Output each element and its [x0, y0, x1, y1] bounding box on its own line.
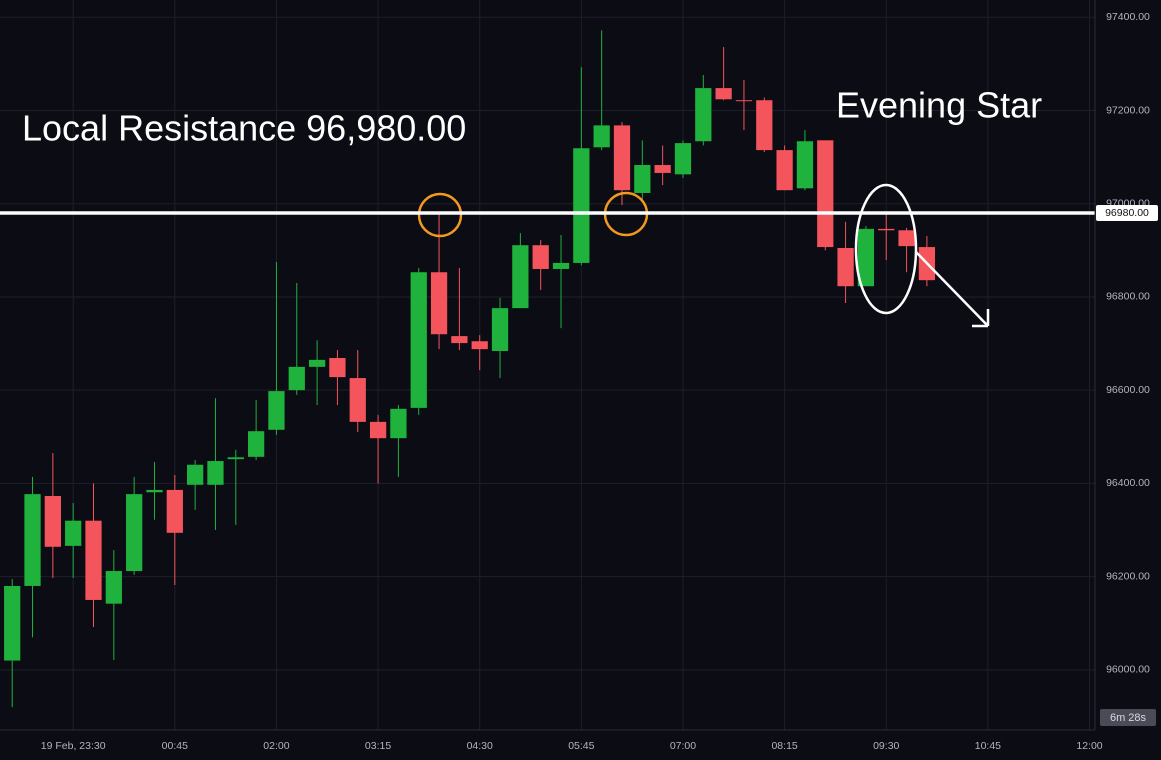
candle-body: [552, 262, 570, 269]
candle-body: [491, 308, 509, 352]
y-tick-label: 97400.00: [1106, 11, 1150, 23]
candle-body: [512, 245, 529, 309]
countdown-box: [1100, 709, 1156, 726]
candle-body: [227, 457, 244, 460]
candle-body: [126, 494, 143, 572]
candle-body: [593, 125, 610, 148]
candle-body: [146, 489, 163, 493]
candle-body: [369, 421, 387, 439]
x-tick-label: 08:15: [771, 740, 797, 752]
candle-body: [268, 391, 285, 430]
x-tick-label: 07:00: [670, 740, 696, 752]
candle-body: [695, 88, 712, 142]
candle-body: [349, 378, 366, 422]
countdown-label: 6m 28s: [1110, 712, 1147, 724]
candle-body: [817, 140, 834, 248]
candle-body: [471, 341, 488, 350]
candle-body: [613, 125, 631, 191]
candle-body: [44, 495, 61, 547]
candle-body: [756, 100, 773, 151]
candle-body: [837, 247, 854, 287]
x-tick-label: 12:00: [1076, 740, 1102, 752]
x-tick-label: 00:45: [162, 740, 188, 752]
y-tick-label: 97200.00: [1106, 104, 1150, 116]
resistance-price-label: 96980.00: [1105, 207, 1149, 219]
candle-body: [247, 431, 265, 457]
candle-body: [573, 148, 590, 263]
x-tick-label: 04:30: [467, 740, 493, 752]
x-tick-label: 19 Feb, 23:30: [41, 740, 106, 752]
candle-body: [735, 100, 753, 102]
resistance-price-box: [1096, 205, 1158, 222]
y-tick-label: 96600.00: [1106, 384, 1150, 396]
y-tick-label: 96800.00: [1106, 291, 1150, 303]
highlight-ellipse: [854, 183, 918, 315]
candle-body: [532, 245, 549, 269]
candle-body: [898, 230, 915, 247]
candle-body: [24, 494, 41, 586]
candle-body: [4, 585, 21, 661]
candle-body: [85, 520, 102, 600]
candle-body: [654, 165, 671, 173]
candle-body: [65, 520, 82, 546]
y-tick-label: 96000.00: [1106, 664, 1150, 676]
candle-body: [308, 359, 326, 367]
candle-body: [857, 228, 875, 287]
y-tick-label: 96400.00: [1106, 477, 1150, 489]
candle-body: [776, 150, 793, 191]
candle-body: [410, 272, 427, 408]
candle-body: [451, 336, 468, 344]
candle-body: [166, 489, 183, 533]
x-tick-label: 03:15: [365, 740, 391, 752]
candle-body: [715, 88, 732, 100]
candle-body: [329, 358, 346, 378]
candles: [4, 30, 936, 708]
x-tick-label: 10:45: [975, 740, 1001, 752]
candle-body: [674, 143, 692, 175]
candle-body: [796, 141, 814, 189]
annotation: Local Resistance 96,980.00: [22, 108, 466, 149]
candle-body: [390, 408, 407, 439]
overlay: Local Resistance 96,980.00 Evening Star: [0, 85, 1095, 328]
annotation: Evening Star: [836, 85, 1042, 126]
arrow: [915, 251, 990, 328]
candle-body: [430, 272, 448, 335]
x-tick-label: 05:45: [568, 740, 594, 752]
x-tick-label: 02:00: [263, 740, 289, 752]
candle-body: [207, 461, 224, 485]
price-axis-panel: [1095, 0, 1161, 760]
candle-body: [878, 228, 895, 231]
highlight-circle: [417, 192, 463, 238]
candle-body: [105, 571, 122, 604]
candle-body: [187, 464, 204, 485]
x-tick-label: 09:30: [873, 740, 899, 752]
candle-body: [288, 366, 305, 391]
candle-body: [634, 165, 651, 193]
y-tick-label: 96200.00: [1106, 570, 1150, 582]
